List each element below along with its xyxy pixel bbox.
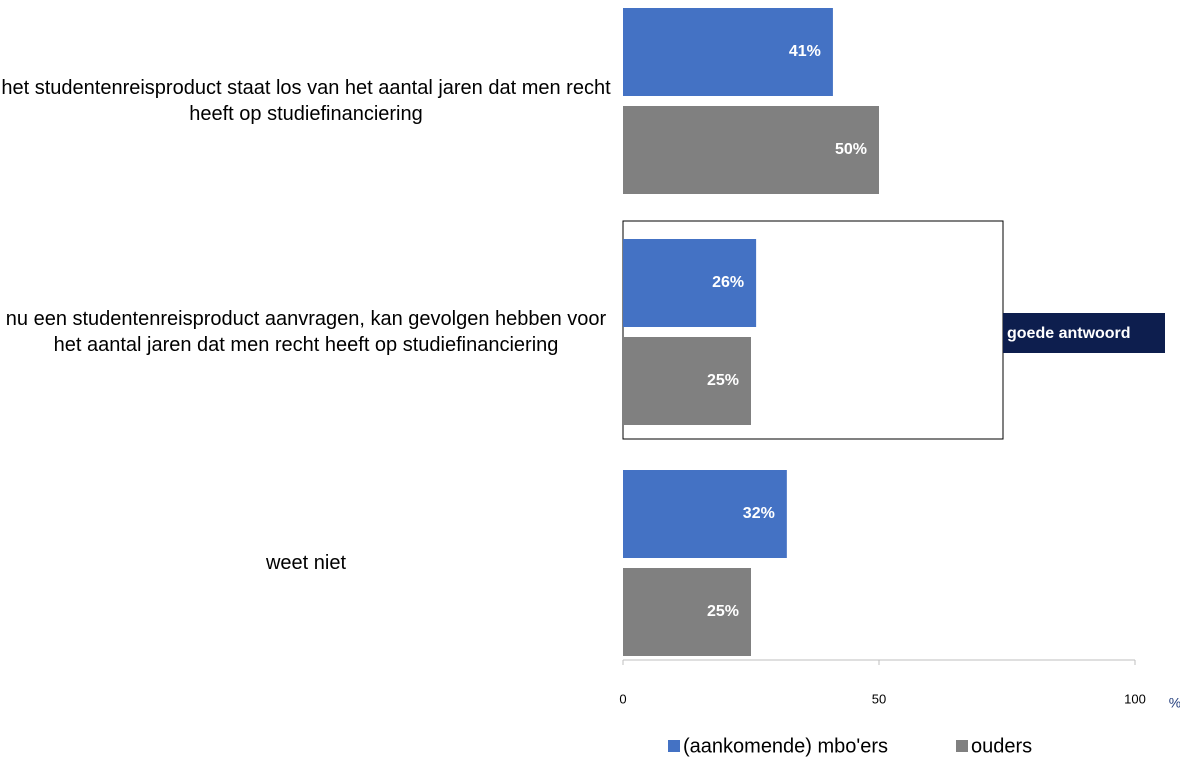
value-label: 50% — [835, 141, 867, 158]
category-label: weet niet — [265, 552, 347, 574]
bar — [623, 106, 879, 194]
legend-swatch — [956, 740, 968, 752]
value-label: 25% — [707, 372, 739, 389]
bar — [623, 8, 833, 96]
x-axis-label: % — [1169, 695, 1180, 711]
bar — [623, 239, 757, 327]
value-label: 32% — [743, 505, 775, 522]
value-label: 26% — [712, 274, 744, 291]
value-label: 41% — [789, 43, 821, 60]
legend-label: ouders — [971, 735, 1032, 757]
annotation-label-bg — [1003, 313, 1165, 353]
bar — [623, 568, 751, 656]
category-label: nu een studentenreisproduct aanvragen, k… — [5, 308, 607, 356]
x-tick-label: 0 — [619, 691, 626, 706]
legend-swatch — [668, 740, 680, 752]
bar — [623, 337, 751, 425]
x-tick-label: 50 — [872, 691, 886, 706]
value-label: 25% — [707, 603, 739, 620]
legend-label: (aankomende) mbo'ers — [683, 735, 888, 757]
bar — [623, 470, 787, 558]
annotation-label: goede antwoord — [1007, 325, 1131, 342]
category-label: het studentenreisproduct staat los van h… — [1, 77, 611, 125]
x-tick-label: 100 — [1124, 691, 1146, 706]
